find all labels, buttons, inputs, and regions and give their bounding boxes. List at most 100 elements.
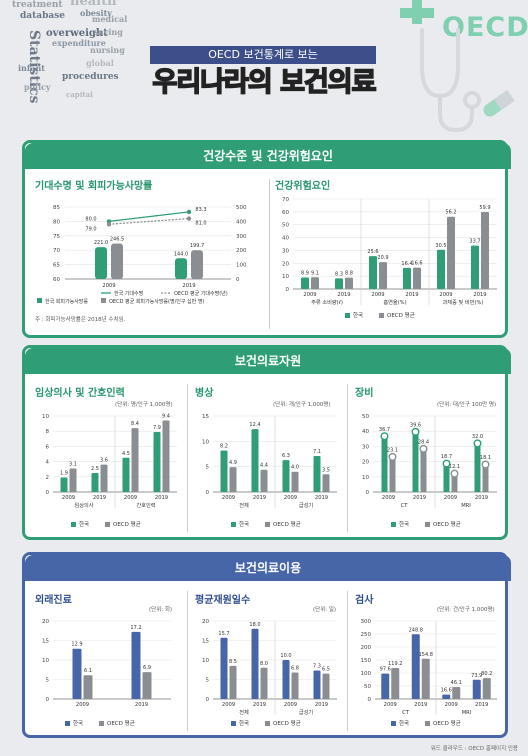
x-tick-label: 2009 xyxy=(439,292,452,298)
oecd-bar xyxy=(260,667,268,699)
x-tick-label: 2009 xyxy=(284,495,297,501)
y-tick-label: 50 xyxy=(364,684,371,690)
y-tick-label: 40 xyxy=(282,236,289,242)
korea-bar xyxy=(472,679,481,699)
y-tick-label: 0 xyxy=(366,490,370,496)
legend-swatch-korea xyxy=(71,522,76,527)
korea-value-label: 248.8 xyxy=(409,627,423,633)
korea-bar xyxy=(301,277,309,289)
korea-value-label: 4.5 xyxy=(122,451,130,457)
korea-value-label: 30.5 xyxy=(435,243,446,249)
word-cloud-word: health xyxy=(70,0,117,9)
oecd-mortality-label: 246.5 xyxy=(110,237,124,243)
word-cloud-word: capital xyxy=(66,90,93,99)
y-tick-label: 6 xyxy=(46,444,50,450)
y-tick-label: 80 xyxy=(53,219,60,225)
korea-marker xyxy=(380,432,389,441)
legend-label-korea: 한국 xyxy=(239,720,249,727)
outpatient-chart: 0 5 10 15 20 12.9 6.1 2009 17.2 6.9 2019 한국 OECD 평균 xyxy=(42,619,171,727)
korea-value-label: 33.7 xyxy=(469,239,480,245)
legend-swatch-korea xyxy=(231,721,236,726)
doctors-nurses-chart: 0 2 4 6 8 10 1.93.1 2009 2.53.6 2019 4.5 8.4 2009 7.9… xyxy=(42,414,177,528)
korea-life-point xyxy=(186,209,192,215)
oecd-value-label: 16.6 xyxy=(411,261,422,267)
oecd-life-label: 79.0 xyxy=(85,226,96,232)
section-title: 보건의료자원 xyxy=(25,348,511,374)
word-cloud-word: procedures xyxy=(62,72,119,82)
oecd-life-point xyxy=(106,222,112,227)
oecd-value-label: 3.5 xyxy=(322,467,330,473)
panel-divider xyxy=(269,179,270,329)
korea-mortality-label: 221.0 xyxy=(94,240,108,246)
oecd-value-label: 23.1 xyxy=(387,447,398,453)
legend-swatch-oecd xyxy=(379,313,384,318)
korea-bar xyxy=(251,628,259,699)
y-tick-label: 4 xyxy=(46,460,50,466)
section-title: 건강수준 및 건강위험요인 xyxy=(25,143,511,169)
oecd-value-label: 46.1 xyxy=(451,680,462,686)
word-cloud-word: infant xyxy=(18,63,45,73)
oecd-bar xyxy=(291,471,299,492)
oecd-value-label: 119.2 xyxy=(388,661,402,667)
korea-bar xyxy=(220,450,228,492)
panel-divider xyxy=(187,591,188,731)
korea-value-label: 17.2 xyxy=(130,625,141,631)
oecd-mortality-bar xyxy=(191,250,203,279)
oecd-value-label: 4.9 xyxy=(229,460,237,466)
oecd-marker xyxy=(481,460,490,469)
korea-bar xyxy=(471,245,479,289)
group-label: 흡연율(%) xyxy=(383,298,406,306)
korea-value-label: 7.1 xyxy=(313,449,321,455)
y-tick-label: 40 xyxy=(362,429,369,435)
word-cloud-word: policy xyxy=(24,82,51,92)
y-tick-label: 20 xyxy=(202,619,209,625)
korea-value-label: 18.0 xyxy=(249,622,260,628)
oecd-value-label: 80.2 xyxy=(481,671,492,677)
x-tick-label: 2019 xyxy=(337,292,350,298)
korea-value-label: 18.7 xyxy=(441,454,452,460)
oecd-bar xyxy=(322,673,330,699)
word-cloud-word: obesity xyxy=(80,8,112,18)
y-tick-label: 50 xyxy=(282,223,289,229)
oecd-value-label: 9.1 xyxy=(311,270,319,276)
panel-divider xyxy=(347,384,348,532)
y-tick-label: 0 xyxy=(368,697,372,703)
oecd-bar xyxy=(420,448,427,492)
korea-bar xyxy=(381,673,390,699)
korea-value-label: 73.9 xyxy=(471,673,482,679)
legend-label-oecd: OECD 평균 xyxy=(273,521,301,528)
korea-bar xyxy=(313,670,321,699)
oecd-value-label: 6.1 xyxy=(84,668,92,674)
y-tick-label: 70 xyxy=(282,197,289,203)
oecd-bar xyxy=(482,678,491,699)
length-of-stay-chart: 0 5 10 15 20 15.7 8.5 2009 18.0 8.0 2019 10.06.8 200… xyxy=(202,619,337,727)
legend-label-korea-life: 한국 기대수명 xyxy=(114,290,143,297)
group-label: 임상의사 xyxy=(74,501,93,509)
oecd-value-label: 6.8 xyxy=(291,665,299,671)
legend-label-oecd: OECD 평균 xyxy=(113,521,141,528)
section-health-resources: 보건의료자원 임상의사 및 간호인력 (단위: 명/인구 1,000명) 병상 … xyxy=(22,345,511,540)
korea-life-label: 80.0 xyxy=(85,216,96,222)
word-cloud-word: treatment xyxy=(12,0,63,10)
x-tick-label: 2009 xyxy=(222,495,235,501)
korea-value-label: 32.0 xyxy=(472,434,483,440)
word-cloud-word: saving xyxy=(94,27,123,37)
korea-bar xyxy=(403,267,411,289)
x-tick-label: 2009 xyxy=(124,495,137,501)
korea-value-label: 15.7 xyxy=(218,631,229,637)
y-tick-label: 20 xyxy=(282,261,289,267)
y-tick-label: 250 xyxy=(361,632,372,638)
panel-title-length-of-stay: 평균재원일수 xyxy=(195,595,251,606)
word-cloud-word: medical xyxy=(92,14,128,24)
group-label: MRI xyxy=(462,710,472,716)
oecd-value-label: 3.1 xyxy=(69,461,77,467)
oecd-value-label: 8.4 xyxy=(131,421,139,427)
legend-label-korea: 한국 xyxy=(79,521,89,528)
oecd-bar xyxy=(413,267,421,289)
y-tick-label: 5 xyxy=(46,678,50,684)
panel-title-doctors-nurses: 임상의사 및 간호인력 xyxy=(35,388,125,399)
group-label: MRI xyxy=(461,503,471,509)
y-tick-label: 70 xyxy=(53,248,60,254)
legend-swatch-korea xyxy=(345,313,350,318)
oecd-value-label: 56.2 xyxy=(445,210,456,216)
